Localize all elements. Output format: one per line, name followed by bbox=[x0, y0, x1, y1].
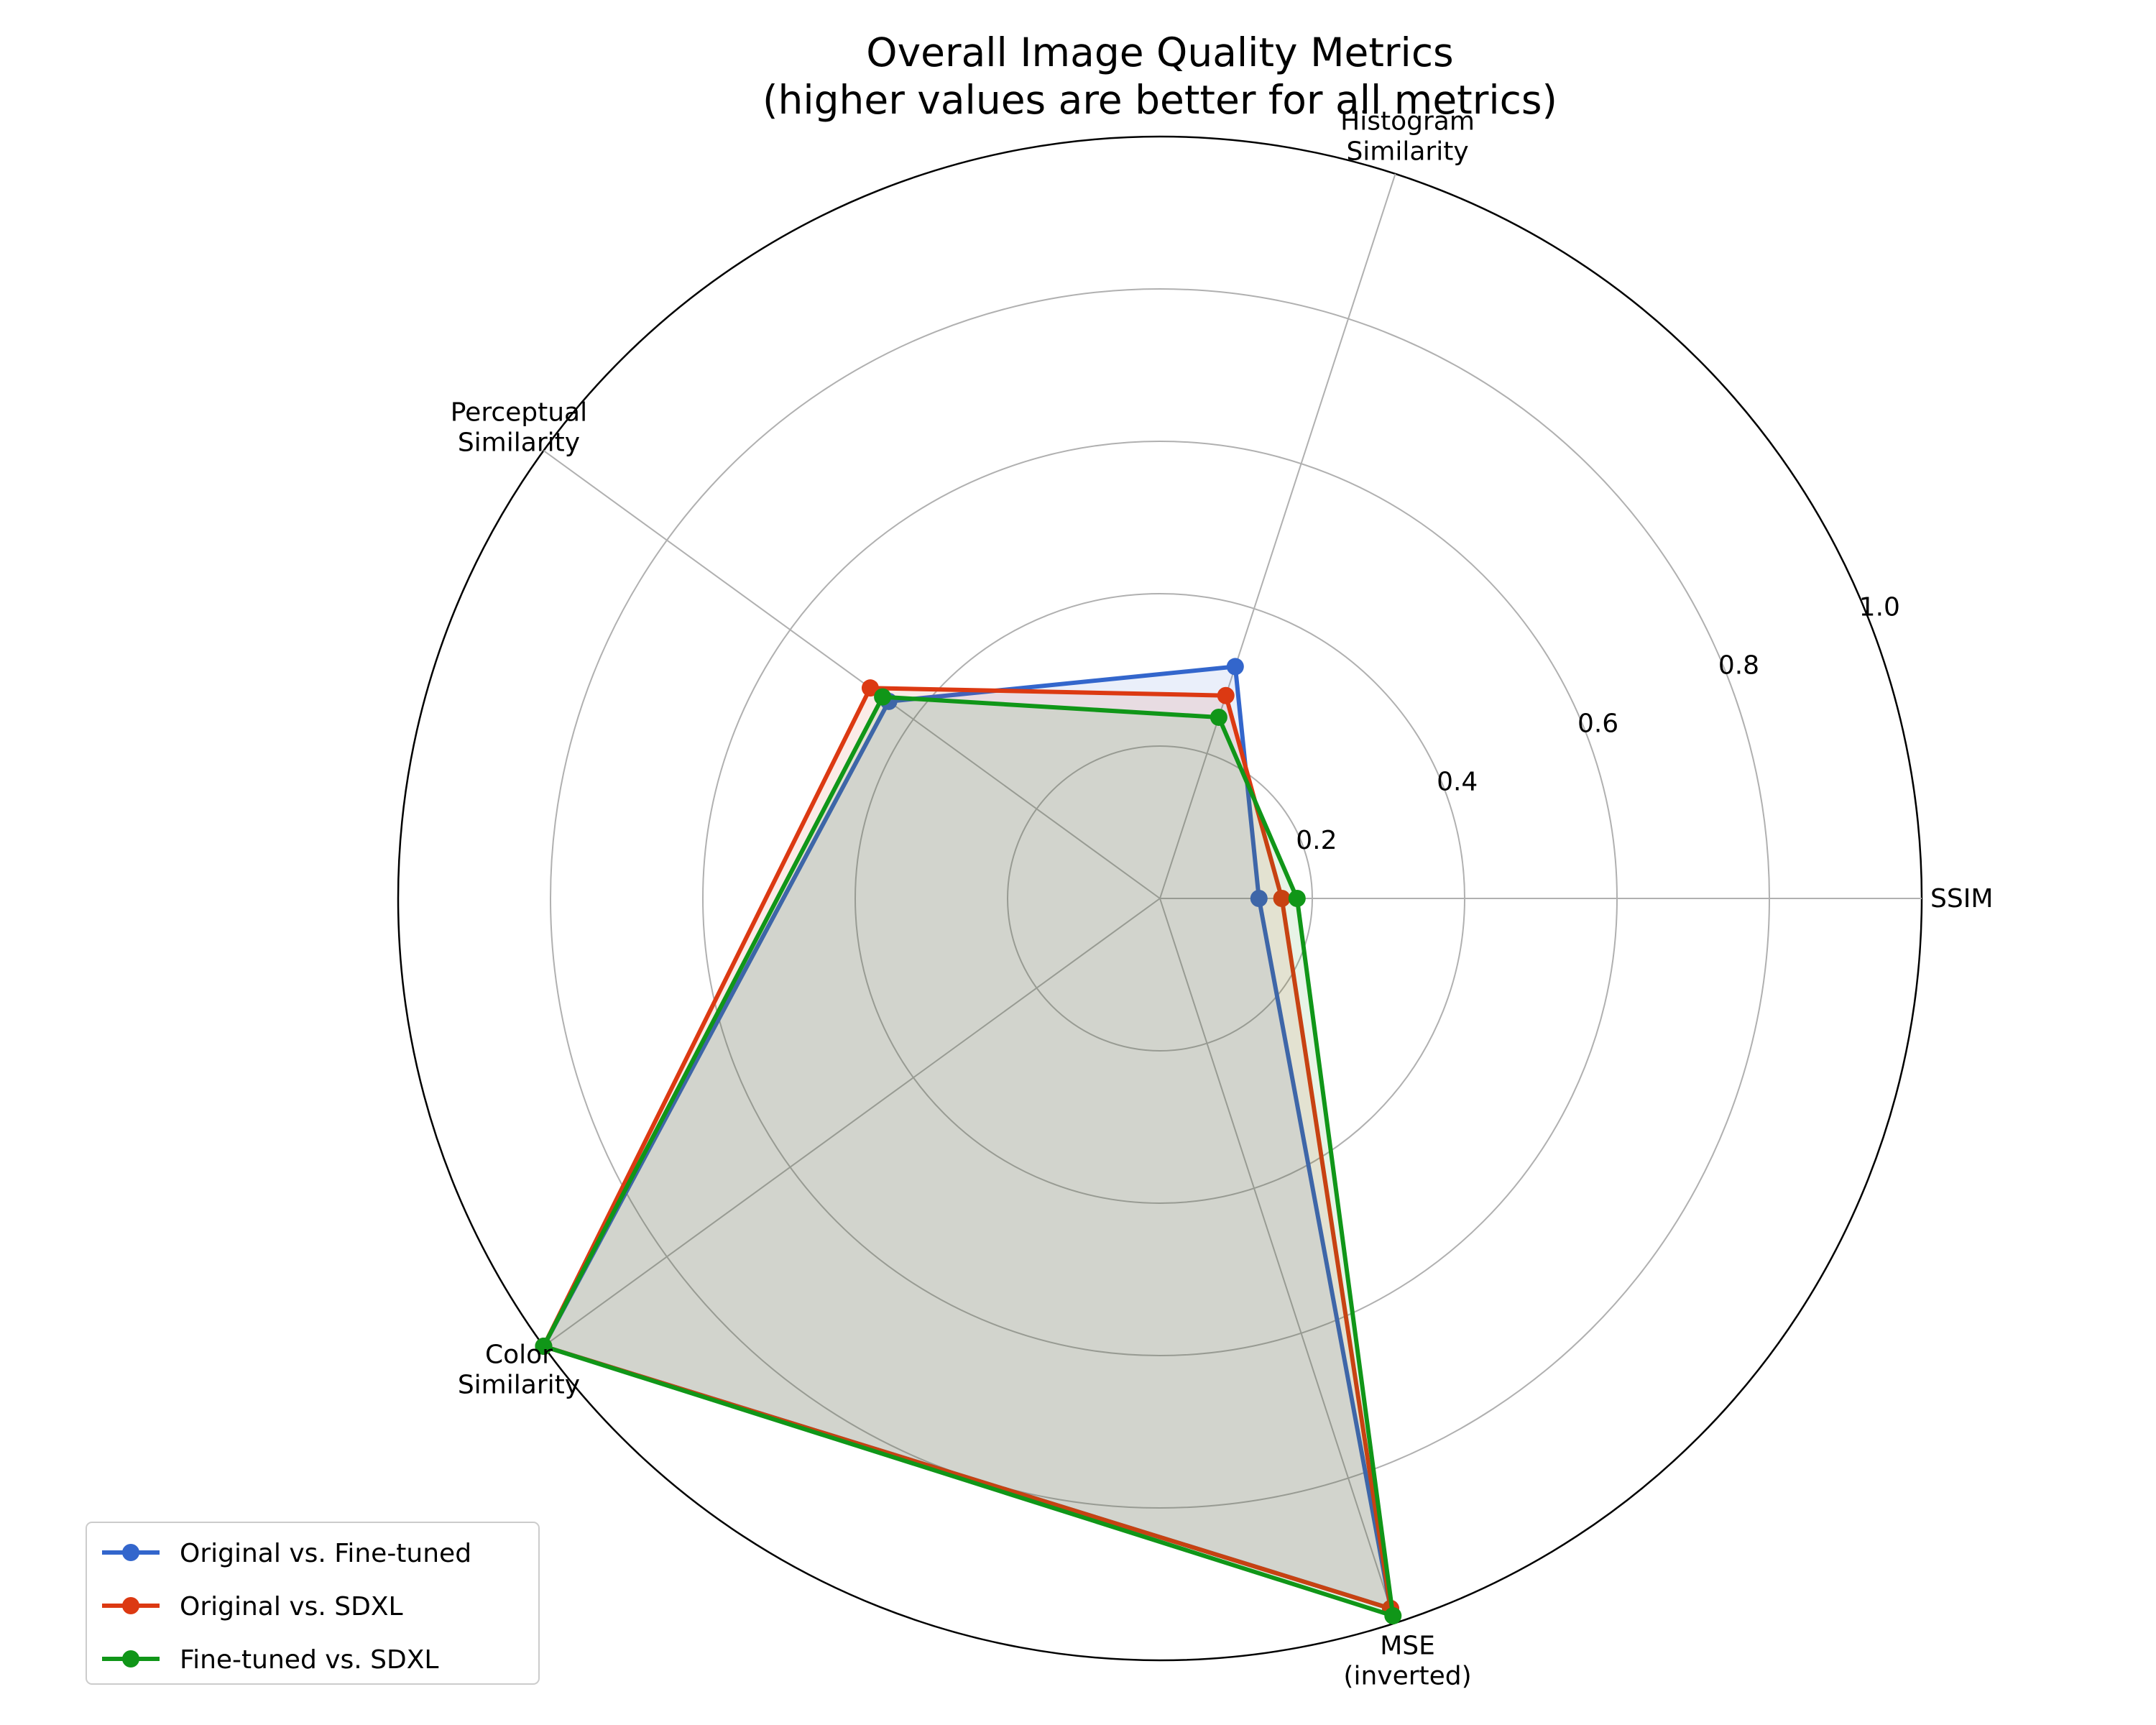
legend: Original vs. Fine-tuned Original vs. SDXL… bbox=[86, 1522, 540, 1685]
radial-tick-label: 0.4 bbox=[1437, 768, 1478, 797]
category-label: MSE (inverted) bbox=[1343, 1631, 1471, 1690]
data-point bbox=[1288, 890, 1306, 907]
series-line bbox=[541, 664, 1393, 1611]
legend-label: Fine-tuned vs. SDXL bbox=[180, 1645, 438, 1675]
radial-tick-label: 0.6 bbox=[1577, 709, 1618, 739]
axis-spoke bbox=[1159, 173, 1396, 899]
grid-layer bbox=[397, 135, 1923, 1662]
data-point bbox=[874, 688, 892, 706]
chart-title: Overall Image Quality Metrics bbox=[866, 29, 1453, 75]
data-point bbox=[861, 679, 879, 697]
data-point bbox=[1384, 1607, 1402, 1625]
legend-label: Original vs. Fine-tuned bbox=[180, 1539, 471, 1568]
legend-marker bbox=[122, 1650, 139, 1668]
category-label: SSIM bbox=[1930, 884, 1993, 914]
series-line bbox=[541, 686, 1393, 1611]
axis-spoke bbox=[1159, 898, 1396, 1624]
legend-label: Original vs. SDXL bbox=[180, 1592, 403, 1622]
data-point bbox=[1273, 890, 1291, 907]
legend-marker bbox=[122, 1597, 139, 1614]
category-label: Perceptual Similarity bbox=[451, 398, 587, 458]
series-line bbox=[541, 694, 1396, 1618]
data-point bbox=[1217, 686, 1235, 704]
data-point bbox=[1226, 658, 1244, 676]
radial-tick-label: 1.0 bbox=[1859, 592, 1900, 622]
series-fill bbox=[543, 688, 1391, 1609]
category-label: Color Similarity bbox=[458, 1340, 580, 1399]
data-point bbox=[1250, 890, 1268, 907]
data-point bbox=[1210, 708, 1227, 726]
axis-spoke bbox=[543, 450, 1161, 899]
legend-marker bbox=[122, 1544, 139, 1561]
series-fill bbox=[543, 666, 1391, 1609]
axis-spoke bbox=[543, 898, 1161, 1347]
series-fill bbox=[543, 696, 1393, 1616]
radial-tick-label: 0.2 bbox=[1296, 826, 1337, 855]
label-layer: 0.2 0.4 0.6 0.8 1.0 SSIM Histogram Similarity Pe… bbox=[451, 107, 1994, 1691]
series-layer bbox=[535, 658, 1402, 1625]
legend-box bbox=[86, 1522, 540, 1685]
chart-subtitle: (higher values are better for all metric… bbox=[763, 77, 1557, 123]
radial-tick-label: 0.8 bbox=[1718, 650, 1759, 680]
category-label: Histogram Similarity bbox=[1340, 107, 1475, 167]
data-point bbox=[535, 1338, 553, 1356]
